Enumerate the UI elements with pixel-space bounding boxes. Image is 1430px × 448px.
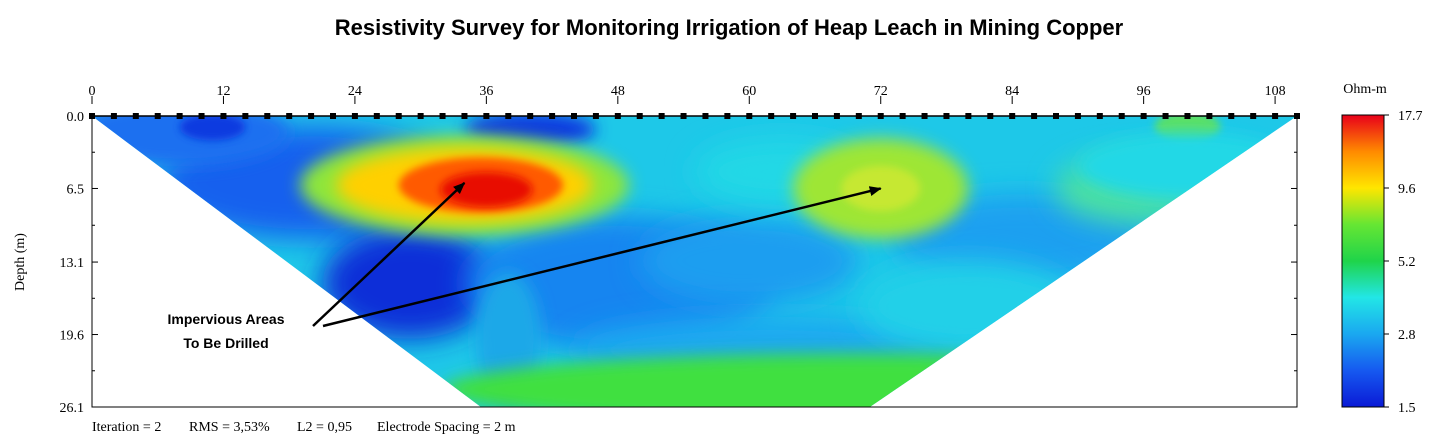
- y-axis-label: Depth (m): [13, 233, 28, 291]
- footer-rms: RMS = 3,53%: [189, 420, 270, 435]
- anomaly-3: [442, 353, 1276, 407]
- section-blob-5: [322, 227, 498, 339]
- section-blob-15: [858, 260, 1078, 351]
- section-blob-4: [179, 116, 246, 141]
- x-tick-label: 36: [479, 84, 493, 99]
- colorbar-unit: Ohm-m: [1343, 82, 1387, 97]
- colorbar-tick-label: 2.8: [1398, 328, 1416, 343]
- colorbar-ticks: 17.7 9.6 5.2 2.8 1.5: [1384, 109, 1423, 416]
- footer-l2: L2 = 0,95: [297, 420, 352, 435]
- x-tick-label: 12: [216, 84, 230, 99]
- x-tick-label: 24: [348, 84, 362, 99]
- inversion-footer: Iteration = 2 RMS = 3,53% L2 = 0,95 Elec…: [92, 420, 516, 435]
- y-tick-label: 6.5: [67, 182, 85, 197]
- y-tick-label: 19.6: [60, 329, 85, 344]
- annotation-line-2: To Be Drilled: [183, 335, 268, 351]
- section-blob-2: [92, 116, 290, 167]
- x-tick-label: 72: [874, 84, 888, 99]
- y-tick-label: 0.0: [67, 110, 85, 125]
- annotation-arrow-1: [312, 181, 466, 327]
- annotation-line-1: Impervious Areas: [168, 311, 285, 327]
- y-tick-label: 13.1: [60, 256, 85, 271]
- x-tick-label: 108: [1265, 84, 1286, 99]
- x-tick-label: 48: [611, 84, 625, 99]
- x-tick-label: 96: [1137, 84, 1151, 99]
- x-axis-ticks: 0 12 24 36 48 60 72 84 96 108: [89, 84, 1286, 104]
- section-blob-12: [1077, 132, 1297, 200]
- chart-title: Resistivity Survey for Monitoring Irriga…: [335, 15, 1124, 40]
- y-tick-label: 26.1: [60, 401, 85, 416]
- x-tick-label: 0: [89, 84, 96, 99]
- anomaly-1-peak: [440, 172, 533, 208]
- colorbar-tick-label: 17.7: [1398, 109, 1423, 124]
- annotation-arrows: [312, 181, 882, 328]
- colorbar-gradient: [1341, 114, 1385, 408]
- footer-spacing: Electrode Spacing = 2 m: [377, 420, 516, 435]
- section-blob-7: [639, 216, 859, 306]
- footer-iteration: Iteration = 2: [92, 420, 161, 435]
- electrode-markers: [89, 113, 1300, 119]
- x-tick-label: 84: [1005, 84, 1019, 99]
- colorbar: Ohm-m 17.7 9.6 5.2 2.8 1.5: [1341, 82, 1423, 416]
- colorbar-tick-label: 9.6: [1398, 182, 1416, 197]
- colorbar-tick-label: 1.5: [1398, 401, 1416, 416]
- y-axis-ticks: 0.0 6.5 13.1 19.6 26.1: [60, 110, 1297, 416]
- annotation: Impervious Areas To Be Drilled: [168, 181, 882, 351]
- annotation-arrow-2: [322, 186, 882, 328]
- colorbar-tick-label: 5.2: [1398, 255, 1416, 270]
- x-tick-label: 60: [742, 84, 756, 99]
- resistivity-section: [92, 116, 1297, 407]
